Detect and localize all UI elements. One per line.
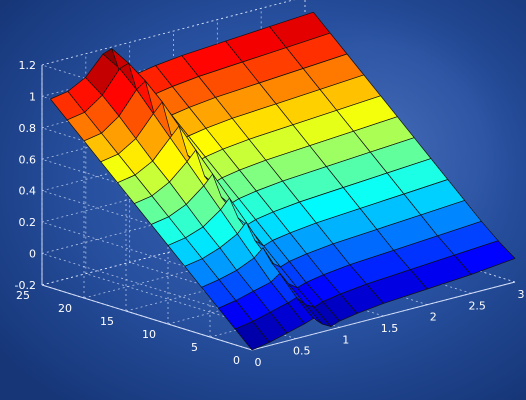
z-tick-label: 0.2: [19, 216, 37, 229]
x-tick-label: 2: [430, 311, 437, 324]
z-tick-label: 0.8: [19, 122, 37, 135]
y-tick-label: 15: [100, 315, 114, 328]
y-tick-label: 20: [58, 302, 72, 315]
grid-line: [251, 281, 516, 351]
y-tick-label: 25: [16, 289, 30, 302]
x-tick-label: 2.5: [468, 299, 486, 312]
y-tick-label: 10: [142, 328, 156, 341]
y-tick-label: 5: [191, 341, 198, 354]
x-tick-label: 3: [518, 288, 525, 301]
x-tick-label: 1: [342, 333, 349, 346]
x-tick-label: 1.5: [381, 322, 399, 335]
z-tick-label: 1.2: [19, 59, 37, 72]
surface-patch: [454, 240, 516, 275]
z-tick-label: -0.2: [15, 279, 36, 292]
z-tick-label: 0.6: [19, 153, 37, 166]
z-tick-label: 0: [29, 248, 36, 261]
y-tick-label: 0: [233, 354, 240, 367]
grid-line: [41, 253, 253, 319]
z-tick-label: 0.4: [19, 185, 37, 198]
tick-labels: 0 0.5 1 1.5 2 2.5 3 0 5 10 15 20 25-0.2 0 0.2 0.4 0.6 0.8…: [15, 59, 525, 369]
x-tick-label: 0: [255, 356, 262, 369]
surface-mesh: [50, 11, 516, 351]
z-tick-label: 1: [29, 90, 36, 103]
grid-line: [41, 0, 295, 66]
x-tick-label: 0.5: [293, 345, 311, 358]
grid-line: [41, 284, 253, 351]
